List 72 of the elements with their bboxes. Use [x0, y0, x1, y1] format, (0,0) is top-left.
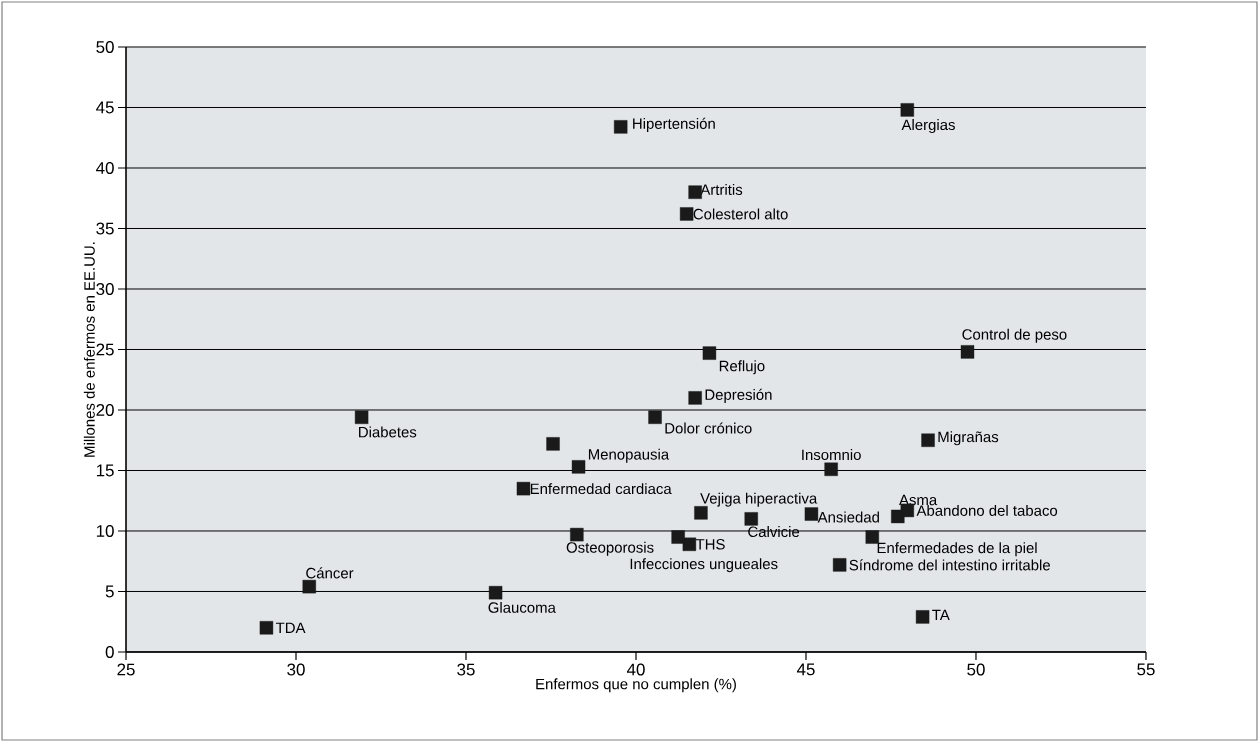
annotation: Control de peso: [962, 328, 1067, 343]
point: [354, 410, 369, 424]
point: [865, 530, 879, 544]
y-tick-label: 10: [96, 524, 114, 537]
annotation: Enfermedades de la piel: [877, 542, 1037, 557]
annotation: Cáncer: [306, 567, 354, 579]
annotation: Alergias: [901, 119, 955, 134]
point: [516, 481, 531, 496]
annotation: Reflujo: [719, 360, 765, 375]
annotation: Migrañas: [938, 431, 999, 446]
point: [702, 346, 717, 360]
annotation: Ansiedad: [817, 511, 879, 523]
x-axis-title: Enfermos que no cumplen (%): [536, 678, 736, 693]
point: [824, 462, 838, 476]
point: [671, 530, 685, 544]
point: [571, 460, 586, 474]
annotation: Enfermedad cardiaca: [530, 483, 672, 495]
point: [694, 506, 708, 520]
point: [832, 558, 847, 572]
point: [614, 120, 628, 134]
point: [688, 391, 702, 405]
annotation: Asma: [899, 494, 938, 506]
y-axis-title: Millones de enfermos en EE.UU.: [83, 242, 95, 457]
annotation: Vejiga hiperactiva: [700, 492, 818, 507]
x-tick-label: 45: [796, 663, 815, 676]
x-tick-label: 50: [967, 663, 985, 676]
y-tick-label: 25: [96, 343, 114, 356]
y-tick-label: 40: [96, 161, 114, 174]
point: [488, 585, 503, 600]
y-tick-label: 35: [96, 222, 114, 235]
point: [546, 437, 560, 451]
point: [302, 579, 316, 594]
annotation: Menopausia: [588, 448, 670, 463]
annotation: Infecciones ungueales: [630, 558, 778, 573]
point: [688, 185, 702, 199]
point: [804, 507, 819, 521]
annotation: TA: [932, 609, 950, 621]
y-tick-label: 0: [105, 645, 114, 658]
annotation: THS: [695, 539, 725, 550]
y-tick-label: 30: [96, 282, 114, 295]
y-tick-label: 20: [96, 403, 114, 416]
point: [570, 527, 584, 542]
point: [960, 345, 975, 359]
annotation: Dolor crónico: [665, 422, 752, 434]
annotation: TDA: [275, 622, 306, 633]
point: [744, 512, 758, 526]
annotation: Calvicie: [748, 526, 800, 538]
x-tick-label: 40: [626, 663, 645, 676]
annotation: Hipertensión: [633, 117, 715, 132]
y-tick-label: 5: [105, 585, 114, 598]
y-tick-label: 45: [96, 101, 114, 114]
x-tick-label: 55: [1137, 663, 1155, 676]
point: [648, 410, 662, 424]
point: [900, 103, 915, 117]
point: [682, 537, 697, 551]
x-tick-label: 35: [457, 663, 475, 676]
x-tick-label: 30: [287, 663, 305, 676]
point: [921, 433, 935, 447]
annotation: Depresión: [705, 388, 772, 403]
x-tick-label: 25: [117, 663, 135, 676]
annotation: Glaucoma: [488, 601, 556, 613]
point: [259, 621, 274, 635]
annotation: Diabetes: [359, 426, 417, 438]
annotation: Síndrome del intestino irritable: [849, 559, 1050, 571]
annotation: Colesterol alto: [693, 208, 788, 220]
annotation: Abandono del tabaco: [916, 504, 1058, 516]
annotation: Insomnio: [802, 449, 861, 461]
point: [915, 610, 930, 624]
point: [679, 207, 694, 221]
annotation: Osteoporosis: [566, 541, 654, 556]
y-tick-label: 15: [96, 464, 114, 477]
y-tick-label: 50: [96, 40, 114, 53]
